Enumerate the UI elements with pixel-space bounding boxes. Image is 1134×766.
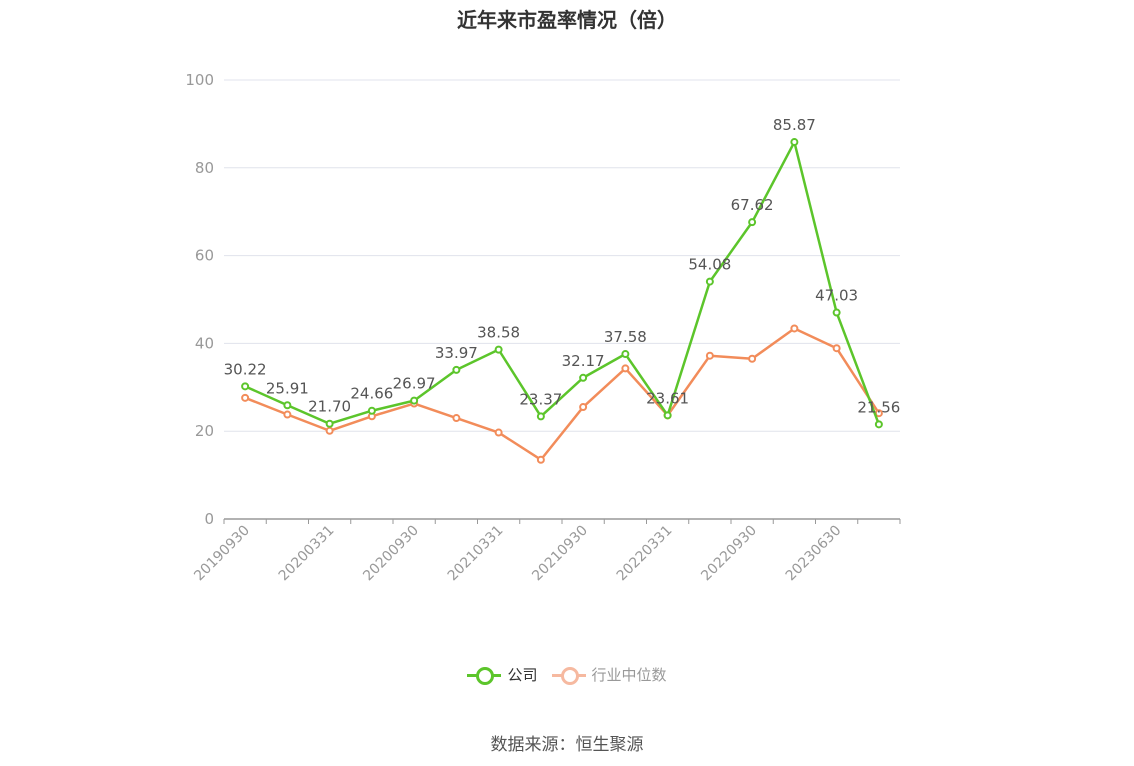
data-source: 数据来源：恒生聚源: [490, 735, 644, 755]
y-tick-label: 20: [195, 422, 214, 440]
data-point-industry: [241, 393, 250, 402]
data-point-company: [748, 218, 757, 227]
y-tick-label: 60: [195, 247, 214, 265]
data-point-company: [241, 382, 250, 391]
x-tick-label: 20210930: [529, 523, 591, 585]
legend: 公司 行业中位数: [0, 664, 1134, 685]
x-tick-label: 20200930: [360, 523, 422, 585]
data-label: 30.22: [224, 360, 267, 378]
series-line-company: [244, 140, 881, 425]
data-label: 32.17: [562, 352, 605, 370]
data-point-company: [579, 373, 588, 382]
data-point-company: [832, 308, 841, 317]
data-point-company: [367, 406, 376, 415]
data-point-company: [874, 420, 883, 429]
data-point-company: [790, 138, 799, 147]
data-point-industry: [832, 344, 841, 353]
x-tick-label: 20200331: [276, 523, 338, 585]
legend-industry-marker: [551, 666, 586, 685]
y-tick-label: 80: [195, 159, 214, 177]
data-point-company: [621, 350, 630, 359]
y-tick-label: 40: [195, 334, 214, 352]
data-point-industry: [579, 403, 588, 412]
data-label: 23.37: [519, 390, 562, 408]
data-point-company: [705, 277, 714, 286]
data-point-company: [325, 419, 334, 428]
data-label: 85.87: [773, 116, 816, 134]
data-point-industry: [705, 351, 714, 360]
data-label: 37.58: [604, 328, 647, 346]
data-point-company: [283, 401, 292, 410]
data-point-industry: [748, 354, 757, 363]
y-tick-label: 100: [185, 71, 214, 89]
data-point-company: [494, 345, 503, 354]
series-line-industry: [244, 327, 880, 461]
data-point-industry: [494, 428, 503, 437]
data-point-industry: [283, 410, 292, 419]
data-label: 33.97: [435, 344, 478, 362]
data-label: 54.08: [688, 256, 731, 274]
data-label: 38.58: [477, 324, 520, 342]
data-point-company: [663, 411, 672, 420]
legend-item-industry[interactable]: 行业中位数: [551, 664, 667, 685]
chart-title: 近年来市盈率情况（倍）: [457, 8, 677, 32]
x-tick-label: 20210331: [445, 523, 507, 585]
data-label: 24.66: [350, 385, 393, 403]
x-tick-label: 20220930: [698, 523, 760, 585]
data-label: 23.61: [646, 389, 689, 407]
x-tick-label: 20190930: [191, 523, 253, 585]
data-point-company: [452, 365, 461, 374]
data-point-industry: [325, 426, 334, 435]
x-tick-label: 20220331: [614, 523, 676, 585]
data-point-industry: [452, 414, 461, 423]
data-point-industry: [790, 324, 799, 333]
data-label: 21.70: [308, 398, 351, 416]
data-point-company: [536, 412, 545, 421]
y-tick-label: 0: [204, 510, 214, 528]
data-point-company: [410, 396, 419, 405]
legend-industry-label: 行业中位数: [591, 666, 667, 684]
data-label: 67.62: [731, 196, 774, 214]
data-label: 26.97: [393, 375, 436, 393]
x-tick-label: 20230630: [783, 523, 845, 585]
legend-company-marker: [467, 666, 502, 685]
legend-company-label: 公司: [507, 666, 538, 684]
data-label: 21.56: [857, 398, 900, 416]
data-point-industry: [621, 364, 630, 373]
data-point-industry: [536, 455, 545, 464]
data-label: 47.03: [815, 287, 858, 305]
data-label: 25.91: [266, 379, 309, 397]
legend-item-company[interactable]: 公司: [467, 664, 538, 685]
